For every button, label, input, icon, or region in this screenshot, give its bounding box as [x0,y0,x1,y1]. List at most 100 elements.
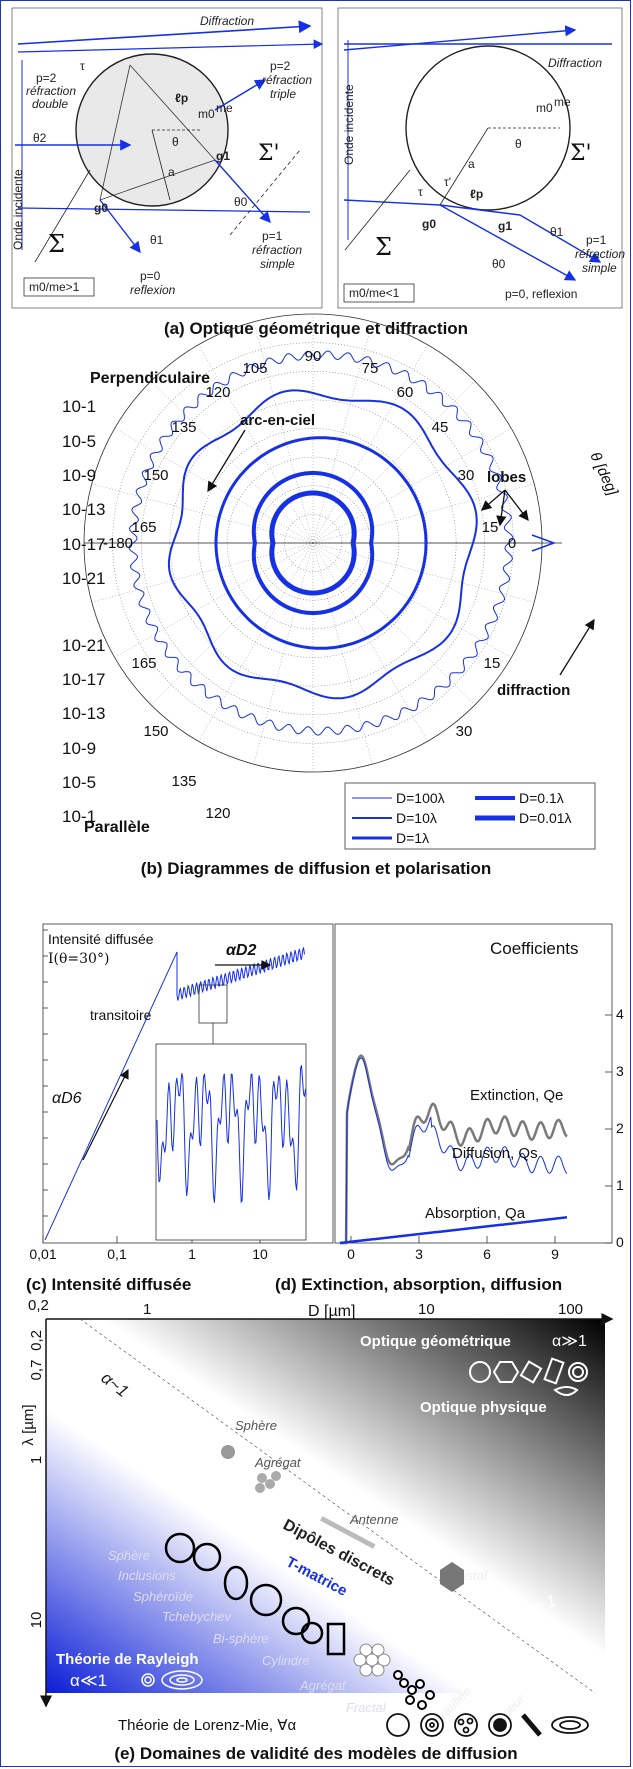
legend-label-001: D=0.01λ [519,810,572,826]
tmatrix-shapes [164,1532,346,1656]
label-p2-left-1: p=2 [36,71,57,85]
label-diffraction-right: Diffraction [548,56,602,70]
alpha1-line [79,1318,596,1694]
sigma-line-right [344,169,411,251]
curve-extinction [340,1054,568,1245]
shape-sphere-small [221,1445,235,1459]
label-p0-2: reflexion [130,283,176,297]
radial-tick-bottom: 10-5 [62,773,96,792]
angle-tick: -180 [103,535,133,552]
arrow-lobes-1 [481,489,506,511]
polar-curves [128,350,557,736]
label-bisphere: Bi-sphère [213,1631,269,1646]
e-dtick-1: 1 [143,1301,151,1318]
label-coefficients: Coefficients [490,939,579,958]
polar-spoke [253,321,314,544]
e-lambda-axis: λ [µm] [20,1404,37,1445]
label-tchebychev: Tchebychev [162,1609,232,1624]
polar-spoke [312,542,535,603]
caption-d: (d) Extinction, absorption, diffusion [275,1275,562,1294]
label-p2-right-1: p=2 [270,59,291,73]
lm-incl [454,1713,478,1737]
label-p2-right-2: réfraction [262,73,312,87]
polar-spoke [312,542,512,658]
e-ltick-1: 0,7 [28,1360,45,1381]
d-ytick-2: 2 [616,1120,624,1136]
shape-ring-1 [568,1362,588,1382]
c-xtick-0: 0,01 [29,1246,56,1262]
shape-bisphere-a [281,1606,311,1636]
shape-antenne [320,1516,376,1549]
angle-tick-labels: 90 105 75 120 60 135 45 150 30 165 15 -180 0 165 15 150… [103,348,516,822]
legend-label-1: D=1λ [396,830,429,846]
label-sphere-2: Sphère [108,1548,150,1563]
label-theta-deg: θ [deg] [586,450,621,499]
incident-ray-bottom [17,207,311,213]
label-spheroide: Sphéroïde [133,1589,193,1604]
shape-inclusions [192,1542,222,1572]
lm-strat-mid [425,1718,439,1732]
label-agregat-1: Agrégat [254,1455,302,1470]
shape-agregat-t [353,1643,391,1677]
label-g1-left: g1 [216,149,230,163]
label-p1-right-2: réfraction [575,247,625,261]
legend-label-10: D=10λ [396,810,437,826]
arrow-arc-en-ciel [207,429,246,493]
lm-incl-2 [466,1717,474,1725]
radius-a [151,129,171,201]
radial-tick-top: 10-5 [62,432,96,451]
legend-label-100: D=100λ [396,790,445,806]
label-ratio-right: m0/me<1 [349,286,400,300]
label-p2-right-3: triple [270,87,296,101]
polar-spoke [198,542,314,742]
curve-D100 [128,350,514,736]
curve-D1 [214,436,428,650]
polar-grid [83,313,562,773]
label-lp-left: ℓp [175,91,188,105]
label-lobes: lobes [487,469,526,486]
label-extinction: Extinction, Qe [470,1087,563,1104]
label-sphere-1: Sphère [235,1418,277,1433]
d-ytick-0: 0 [616,1234,624,1250]
label-a-right: a [468,157,475,171]
lm-incl-1 [457,1718,465,1726]
label-rayleigh: Théorie de Rayleigh [56,1651,199,1668]
radial-tick-top: 10-9 [62,466,96,485]
shape-sphere-t [164,1532,196,1564]
angle-tick: 150 [143,723,168,740]
curve-D10 [167,389,478,700]
lm-disk-1 [551,1716,589,1734]
polar-spoke [253,542,314,765]
ray-p1 [214,159,271,224]
angle-tick: 90 [305,348,322,365]
diffraction-ray [17,20,312,45]
arrow-lobes-2 [496,489,507,527]
label-p1-right-3: simple [582,261,617,275]
label-diffusion: Diffusion, Qs [452,1145,538,1162]
label-arc-en-ciel: arc-en-ciel [240,412,315,429]
polar-spoke [91,542,314,603]
arrow-diffraction [559,618,595,676]
label-onde-left: Onde incidente [11,169,25,250]
ray-inside-right [439,204,521,216]
label-m0-right: m0 [536,101,553,115]
polar-spoke [312,344,428,544]
shape-spheroid [223,1565,249,1601]
panel-c: Intensité diffusée I(θ=30°) transitoire … [26,923,334,1294]
radial-tick-bottom: 10-13 [62,704,105,723]
angle-tick: 120 [205,805,230,822]
radius-a-right [439,127,489,206]
label-theta0-right: θ0 [492,257,506,271]
radial-tick-bottom: 10-9 [62,739,96,758]
panel-d-ylabels: 0 1 2 3 4 [616,1006,624,1250]
e-ltick-2: 1 [28,1456,45,1464]
ray-p0-right [439,204,577,281]
curve-diffusion [340,1057,568,1244]
label-diffraction-b: diffraction [497,682,570,699]
label-ratio-left: m0/me>1 [29,280,80,294]
label-taup-right: τ' [444,175,451,189]
ratio-box-left [23,277,95,297]
diffraction-ray-right [343,25,577,51]
lorenz-shapes [386,1713,589,1737]
radial-tick-top: 10-1 [62,397,96,416]
